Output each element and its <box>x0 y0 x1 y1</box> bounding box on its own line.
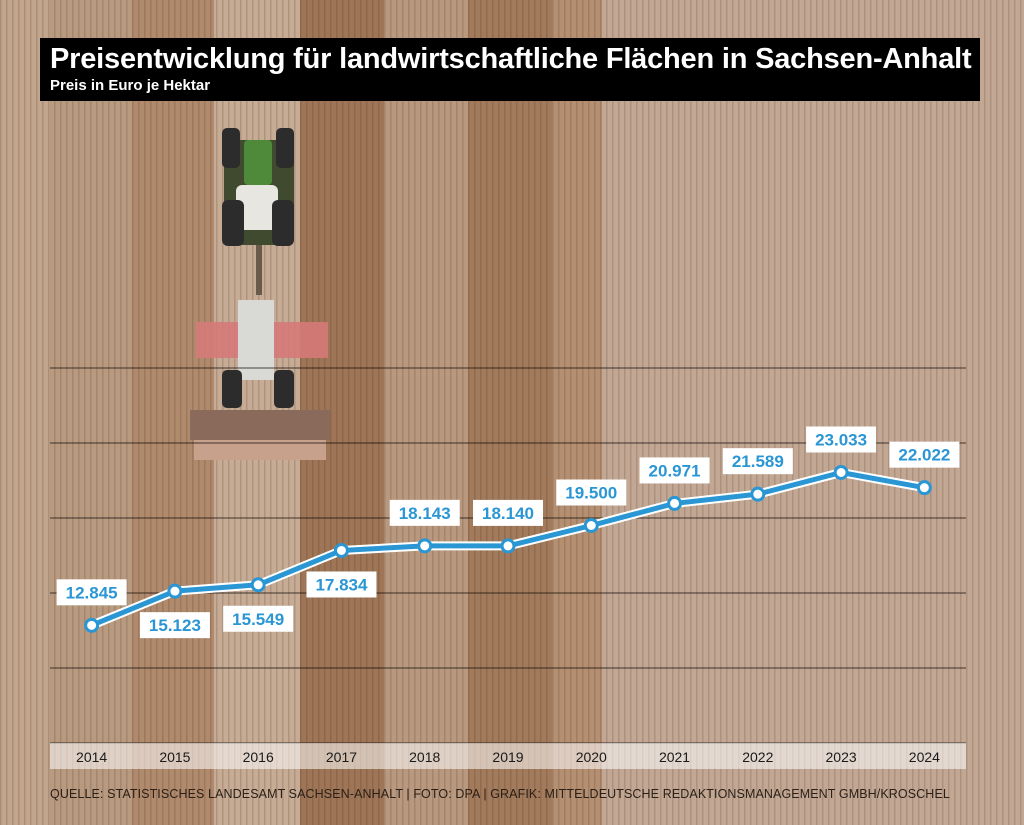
data-label-text: 15.123 <box>149 616 201 635</box>
x-tick-label: 2020 <box>576 749 607 765</box>
data-label: 23.033 <box>806 426 877 453</box>
x-tick-label: 2023 <box>826 749 857 765</box>
data-label-text: 18.143 <box>399 504 451 523</box>
data-point <box>333 542 349 558</box>
data-point <box>750 486 766 502</box>
x-tick-label: 2021 <box>659 749 690 765</box>
data-label-text: 15.549 <box>232 610 284 629</box>
data-point <box>916 480 932 496</box>
data-label: 15.549 <box>223 605 294 632</box>
chart-subtitle: Preis in Euro je Hektar <box>50 77 211 94</box>
data-label-box <box>806 426 877 453</box>
data-label-box <box>56 579 127 606</box>
data-label-text: 17.834 <box>315 575 368 594</box>
data-label: 15.123 <box>139 612 210 639</box>
source-credit: QUELLE: STATISTISCHES LANDESAMT SACHSEN-… <box>50 787 950 801</box>
data-point <box>833 465 849 481</box>
data-label-box <box>306 571 377 598</box>
data-label: 18.140 <box>473 499 543 526</box>
data-label: 21.589 <box>722 448 793 475</box>
x-tick-label: 2018 <box>409 749 440 765</box>
data-points-group <box>84 465 932 633</box>
data-label: 22.022 <box>889 441 960 468</box>
data-label-box <box>223 605 294 632</box>
x-tick-label: 2024 <box>909 749 940 765</box>
data-label: 19.500 <box>556 479 627 506</box>
data-label-box <box>639 457 710 484</box>
data-label-text: 22.022 <box>898 446 950 465</box>
data-label: 17.834 <box>306 571 377 598</box>
data-label: 18.143 <box>389 499 460 526</box>
x-tick-label: 2022 <box>742 749 773 765</box>
chart-title: Preisentwicklung für landwirtschaftliche… <box>50 43 972 75</box>
data-label: 12.845 <box>56 579 127 606</box>
data-label-text: 19.500 <box>565 484 617 503</box>
data-label-box <box>389 499 460 526</box>
x-tick-label: 2016 <box>243 749 274 765</box>
data-label-box <box>722 448 793 475</box>
data-label-box <box>473 499 543 526</box>
data-point <box>500 538 516 554</box>
x-tick-label: 2015 <box>159 749 190 765</box>
x-axis: 2014 2015 2016 2017 2018 2019 2020 2021 2022 2023… <box>50 743 966 769</box>
data-labels-group: 12.845 15.123 15.549 17.834 18.143 18.140 19.5… <box>56 426 960 639</box>
data-label-box <box>556 479 627 506</box>
data-point <box>167 583 183 599</box>
data-point <box>417 538 433 554</box>
x-axis-band <box>50 743 966 769</box>
data-label-text: 20.971 <box>649 461 701 480</box>
data-label-box <box>139 612 210 639</box>
tractor-illustration <box>190 128 330 460</box>
data-label-box <box>889 441 960 468</box>
data-label-text: 18.140 <box>482 504 534 523</box>
data-point <box>250 577 266 593</box>
x-tick-label: 2017 <box>326 749 357 765</box>
data-label-text: 21.589 <box>732 452 784 471</box>
data-point <box>583 518 599 533</box>
title-box: Preisentwicklung für landwirtschaftliche… <box>40 38 980 101</box>
data-point <box>84 617 100 633</box>
x-tick-label: 2014 <box>76 749 107 765</box>
data-label: 20.971 <box>639 457 710 484</box>
gridlines <box>50 367 966 744</box>
data-label-text: 12.845 <box>66 583 118 602</box>
x-tick-label: 2019 <box>492 749 523 765</box>
data-label-text: 23.033 <box>815 431 867 450</box>
data-point <box>667 495 683 511</box>
